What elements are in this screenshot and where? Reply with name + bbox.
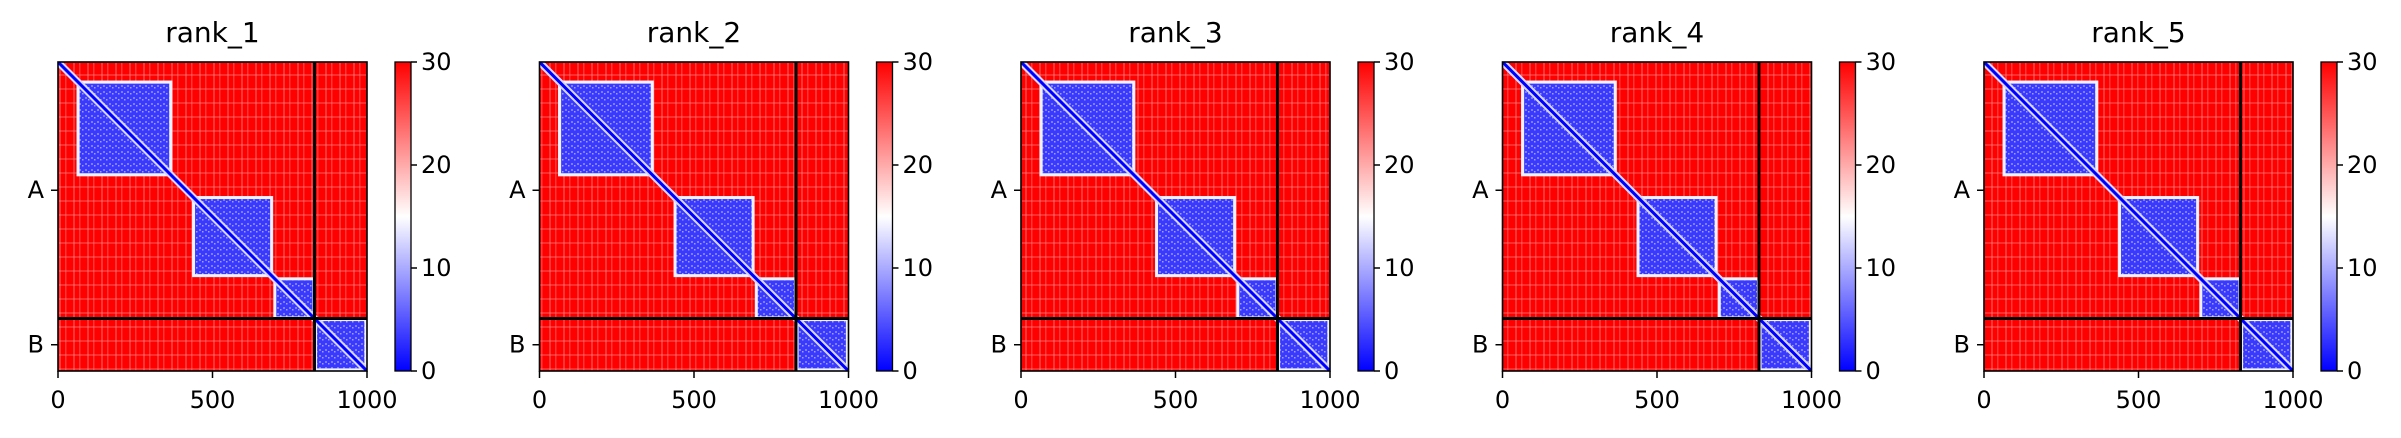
colorbar-tick-label: 0 bbox=[2347, 357, 2362, 385]
heatmap bbox=[1502, 62, 1812, 371]
chart-title: rank_1 bbox=[165, 16, 259, 49]
colorbar-tick-label: 30 bbox=[1384, 48, 1415, 76]
colorbar-frame bbox=[1838, 61, 1857, 372]
colorbar bbox=[2321, 62, 2337, 371]
colorbar bbox=[876, 62, 893, 371]
heatmap bbox=[539, 62, 849, 371]
x-tick-label: 1000 bbox=[2262, 386, 2323, 414]
y-tick-label: B bbox=[28, 331, 44, 359]
heatmap bbox=[1021, 62, 1330, 371]
x-tick-label: 0 bbox=[532, 386, 547, 414]
x-tick-label: 500 bbox=[671, 386, 717, 414]
heatmap bbox=[1984, 62, 2293, 371]
x-tick-label: 500 bbox=[1153, 386, 1199, 414]
colorbar-tick-label: 10 bbox=[903, 254, 934, 282]
x-tick-label: 1000 bbox=[1781, 386, 1842, 414]
x-tick-label: 500 bbox=[190, 386, 236, 414]
colorbar-tick-label: 0 bbox=[421, 357, 436, 385]
y-tick-label: A bbox=[1954, 176, 1971, 204]
colorbar-tick-label: 20 bbox=[1384, 151, 1415, 179]
colorbar-tick-label: 10 bbox=[2347, 254, 2378, 282]
colorbar-tick-label: 10 bbox=[421, 254, 452, 282]
x-tick-label: 1000 bbox=[336, 386, 397, 414]
colorbar-tick-label: 30 bbox=[2347, 48, 2378, 76]
colorbar bbox=[1358, 62, 1374, 371]
y-tick-label: B bbox=[1472, 331, 1488, 359]
colorbar bbox=[395, 62, 411, 371]
chart-title: rank_3 bbox=[1128, 16, 1222, 49]
y-tick-label: A bbox=[509, 176, 526, 204]
x-tick-label: 500 bbox=[2116, 386, 2162, 414]
heatmap bbox=[58, 62, 367, 371]
colorbar-tick-label: 30 bbox=[903, 48, 934, 76]
colorbar-tick-label: 20 bbox=[903, 151, 934, 179]
y-tick-label: A bbox=[1472, 176, 1489, 204]
colorbar-tick-label: 30 bbox=[1866, 48, 1897, 76]
colorbar-frame bbox=[875, 61, 894, 372]
colorbar-tick-label: 20 bbox=[421, 151, 452, 179]
colorbar-tick-label: 20 bbox=[2347, 151, 2378, 179]
colorbar-tick-label: 0 bbox=[1866, 357, 1881, 385]
y-tick-label: A bbox=[991, 176, 1008, 204]
colorbar-frame bbox=[1357, 61, 1375, 372]
colorbar-tick-label: 10 bbox=[1384, 254, 1415, 282]
y-tick-label: B bbox=[509, 331, 525, 359]
colorbar-tick-label: 30 bbox=[421, 48, 452, 76]
y-tick-label: B bbox=[991, 331, 1007, 359]
chart-title: rank_4 bbox=[1610, 16, 1704, 49]
x-tick-label: 0 bbox=[1976, 386, 1991, 414]
x-tick-label: 1000 bbox=[818, 386, 879, 414]
chart-title: rank_2 bbox=[647, 16, 741, 49]
colorbar bbox=[1839, 62, 1856, 371]
y-tick-label: B bbox=[1954, 331, 1970, 359]
y-tick-label: A bbox=[28, 176, 45, 204]
colorbar-tick-label: 10 bbox=[1866, 254, 1897, 282]
colorbar-tick-label: 20 bbox=[1866, 151, 1897, 179]
x-tick-label: 500 bbox=[1634, 386, 1680, 414]
colorbar-tick-label: 0 bbox=[903, 357, 918, 385]
colorbar-tick-label: 0 bbox=[1384, 357, 1399, 385]
colorbar-frame bbox=[394, 61, 412, 372]
x-tick-label: 1000 bbox=[1299, 386, 1360, 414]
x-tick-label: 0 bbox=[1495, 386, 1510, 414]
x-tick-label: 0 bbox=[50, 386, 65, 414]
x-tick-label: 0 bbox=[1013, 386, 1028, 414]
colorbar-frame bbox=[2320, 61, 2338, 372]
chart-title: rank_5 bbox=[2091, 16, 2185, 49]
